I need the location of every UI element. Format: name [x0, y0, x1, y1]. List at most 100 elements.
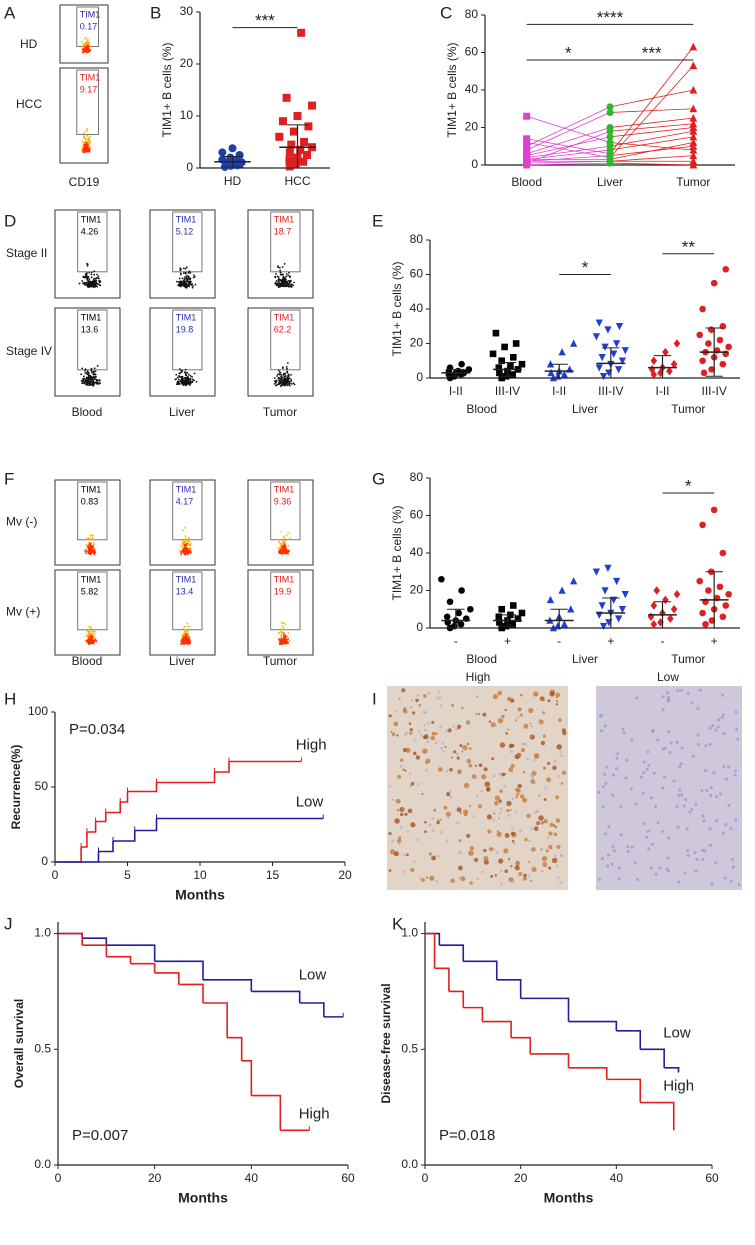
stain-dot	[451, 704, 455, 708]
column-label: Tumor	[263, 405, 297, 419]
event	[277, 383, 280, 385]
event	[86, 135, 88, 137]
stain-dot	[486, 814, 492, 820]
stain-dot	[556, 844, 561, 850]
point	[601, 343, 609, 351]
gate-name: TIM1	[81, 574, 102, 584]
stain-dot	[531, 866, 537, 873]
event	[181, 382, 184, 385]
stain-dot	[538, 815, 544, 821]
nucleus	[701, 857, 705, 861]
event	[83, 145, 86, 148]
event	[287, 632, 290, 634]
stain-dot	[456, 807, 462, 813]
nucleus	[662, 775, 666, 779]
event	[286, 552, 289, 555]
point	[523, 139, 531, 146]
event	[84, 44, 87, 47]
event	[90, 285, 93, 288]
point	[689, 138, 698, 146]
nucleus	[734, 818, 738, 822]
event	[92, 543, 95, 546]
event	[185, 547, 188, 550]
nucleus	[557, 774, 561, 778]
nucleus	[730, 858, 734, 862]
event	[87, 275, 90, 278]
point	[446, 364, 454, 371]
nucleus	[663, 746, 667, 750]
nucleus	[683, 871, 687, 875]
x-tick-label: HD	[224, 174, 242, 188]
event	[185, 377, 188, 380]
event	[288, 537, 291, 539]
step	[130, 962, 156, 973]
nucleus	[555, 864, 559, 868]
event	[284, 548, 287, 550]
nucleus	[498, 811, 502, 815]
point	[606, 109, 614, 116]
event	[283, 375, 286, 378]
point	[689, 113, 698, 122]
stain-dot	[540, 848, 543, 851]
nucleus	[715, 795, 719, 799]
nucleus	[619, 833, 623, 837]
point	[489, 350, 497, 358]
y-tick-label: 80	[410, 232, 424, 246]
nucleus	[691, 754, 695, 758]
point	[653, 586, 661, 595]
event	[281, 549, 284, 552]
event	[178, 383, 181, 386]
event	[182, 549, 185, 552]
stain-dot	[547, 699, 551, 703]
event	[91, 640, 93, 643]
event	[181, 638, 184, 641]
event	[181, 543, 184, 546]
stain-dot	[556, 700, 559, 703]
nucleus	[533, 811, 537, 814]
stain-dot	[491, 757, 495, 761]
event	[86, 40, 89, 43]
nucleus	[533, 781, 536, 785]
stain-dot	[389, 849, 396, 855]
event	[85, 379, 88, 382]
point	[667, 614, 674, 623]
y-axis-label: TIM1+ B cells (%)	[445, 42, 459, 137]
point	[458, 360, 465, 368]
event	[280, 379, 283, 382]
event	[183, 543, 186, 546]
event	[83, 382, 86, 385]
stain-dot	[413, 751, 417, 756]
nucleus	[700, 788, 704, 792]
stain-dot	[547, 761, 551, 765]
stain-dot	[492, 694, 498, 700]
event	[87, 145, 89, 147]
gate-name: TIM1	[81, 484, 102, 494]
event	[284, 623, 287, 626]
stain-dot	[469, 747, 472, 750]
event	[282, 627, 285, 630]
pair-line	[609, 123, 694, 132]
gate-value: 18.7	[274, 226, 292, 236]
event	[184, 271, 187, 274]
step	[81, 832, 88, 848]
nucleus	[503, 784, 507, 788]
point	[689, 119, 698, 128]
series-label: High	[663, 1077, 694, 1094]
gate-value: 19.9	[274, 586, 292, 596]
event	[180, 371, 183, 374]
nucleus	[546, 836, 550, 839]
significance-label: *	[685, 476, 692, 495]
event	[279, 546, 281, 549]
event	[177, 280, 180, 283]
event	[186, 630, 189, 633]
event	[277, 369, 280, 372]
event	[285, 273, 288, 275]
pair-line	[609, 108, 694, 113]
event	[290, 373, 292, 376]
nucleus	[605, 864, 609, 868]
event	[86, 147, 89, 150]
event	[90, 637, 93, 640]
stain-dot	[462, 809, 469, 815]
event	[85, 50, 88, 53]
event	[281, 547, 284, 550]
